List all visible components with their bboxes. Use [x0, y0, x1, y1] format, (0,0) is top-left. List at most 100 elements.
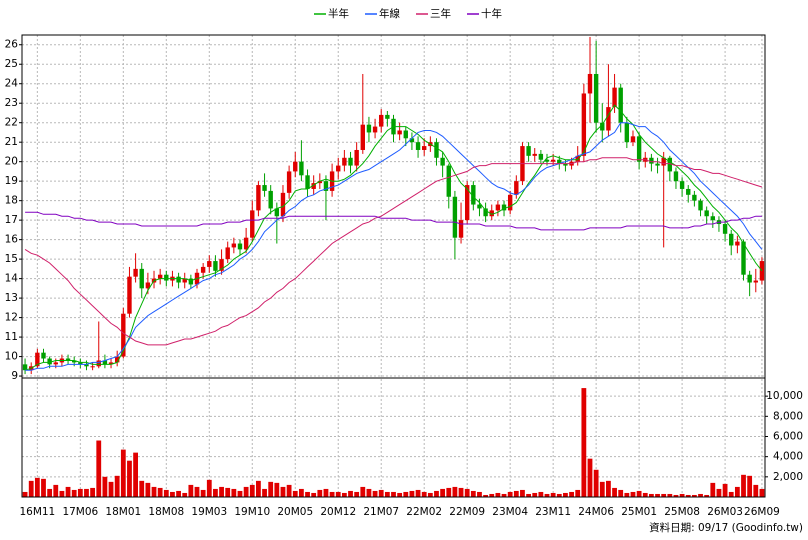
candle-body — [686, 188, 691, 195]
candle-body — [649, 157, 654, 164]
volume-bar — [446, 487, 452, 497]
volume-bar — [403, 491, 409, 497]
volume-bar — [409, 490, 415, 497]
candle-body — [741, 241, 746, 275]
candle-body — [231, 243, 237, 248]
volume-bar — [624, 492, 630, 497]
volume-bar — [145, 482, 151, 497]
candle-body — [495, 204, 501, 211]
candle-body — [237, 243, 243, 250]
volume-bar — [268, 481, 274, 497]
volume-bar — [34, 477, 40, 497]
candle-body — [379, 114, 384, 127]
x-tick-label: 22M02 — [406, 506, 442, 518]
volume-bar — [747, 475, 753, 497]
candle-body — [372, 126, 378, 133]
candle-body — [692, 194, 697, 201]
candle-body — [501, 204, 507, 211]
x-tick-label: 18M01 — [105, 506, 141, 518]
x-tick-label: 25M08 — [664, 506, 700, 518]
candle-body — [458, 220, 464, 238]
volume-bar — [213, 488, 218, 497]
candle-body — [544, 159, 550, 162]
volume-bar — [133, 452, 138, 497]
candle-body — [630, 136, 636, 143]
volume-bar — [556, 493, 562, 497]
volume-bar — [741, 474, 746, 497]
candle-body — [84, 364, 89, 367]
plot-frame — [21, 34, 766, 498]
volume-bar — [348, 490, 353, 497]
volume-bar — [262, 488, 267, 497]
volume-bar — [661, 493, 667, 497]
candle-body — [323, 181, 329, 191]
volume-bar — [22, 491, 28, 497]
candle-body — [90, 366, 95, 368]
volume-bar — [427, 492, 433, 497]
y-tick-label: 17 — [5, 214, 18, 226]
candle-body — [133, 268, 138, 277]
candle-body — [550, 159, 556, 162]
candle-body — [71, 360, 77, 363]
volume-bar — [587, 458, 593, 497]
volume-bar — [311, 492, 317, 497]
candle-body — [397, 130, 402, 135]
volume-bar — [65, 486, 71, 497]
volume-bar — [384, 491, 390, 497]
volume-bar — [256, 480, 261, 497]
volume-bar — [47, 488, 53, 497]
volume-bar — [464, 488, 470, 497]
candle-body — [207, 261, 212, 267]
x-tick-label: 19M10 — [234, 506, 270, 518]
candle-body — [22, 364, 28, 371]
x-tick-label: 25M01 — [621, 506, 657, 518]
volume-bar — [90, 487, 96, 497]
volume-bar — [28, 480, 34, 497]
candle-body — [78, 362, 83, 365]
candle-body — [250, 210, 255, 238]
volume-bar — [182, 492, 188, 497]
volume-bar — [691, 494, 697, 497]
volume-bar — [298, 488, 304, 497]
candle-body — [47, 358, 52, 365]
volume-bar — [59, 490, 65, 497]
y-tick-label: 16 — [5, 234, 19, 246]
candle-body — [747, 274, 752, 283]
volume-bar — [550, 492, 556, 497]
volume-bar — [243, 486, 249, 497]
candle-body — [35, 352, 40, 367]
y-tick-label: 12 — [5, 312, 18, 324]
candle-body — [286, 171, 292, 193]
candle-body — [360, 124, 365, 150]
volume-bar — [581, 388, 587, 497]
source-note: 資料日期: 09/17 (Goodinfo.tw) — [649, 521, 803, 534]
volume-bar — [188, 484, 194, 497]
volume-bar — [102, 476, 108, 497]
candle-body — [280, 192, 286, 217]
volume-bar — [274, 482, 280, 497]
volume-bar — [397, 492, 403, 497]
volume-bar — [219, 486, 224, 497]
ma-line — [25, 211, 762, 231]
candle-body — [593, 73, 599, 123]
volume-bar — [575, 489, 581, 497]
volume-bar — [710, 482, 716, 497]
volume-bar — [206, 479, 212, 497]
candle-body — [483, 208, 488, 217]
volume-bar — [704, 494, 710, 497]
volume-bar — [458, 487, 464, 497]
candle-body — [729, 233, 734, 246]
y-tick-label: 18 — [5, 195, 18, 207]
candle-body — [679, 181, 685, 189]
volume-bar — [759, 488, 765, 497]
candle-body — [440, 157, 445, 166]
volume-bar — [734, 486, 740, 497]
candle-body — [600, 122, 605, 131]
candle-body — [336, 165, 341, 172]
x-tick-label: 16M11 — [19, 506, 55, 518]
candle-body — [532, 153, 537, 156]
candle-body — [262, 185, 267, 191]
volume-bar — [354, 491, 360, 497]
candle-body — [139, 268, 144, 289]
volume-bar — [630, 491, 636, 497]
